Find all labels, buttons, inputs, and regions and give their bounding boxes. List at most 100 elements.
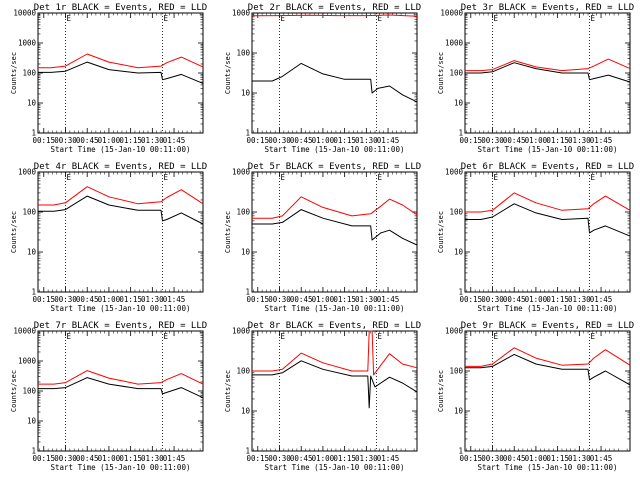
x-tick-label: 00:30 <box>268 136 291 145</box>
x-tick-label: 01:30 <box>355 295 378 304</box>
y-tick-label: 100 <box>22 69 36 78</box>
x-tick-label: 00:45 <box>290 295 313 304</box>
x-tick-label: 01:45 <box>163 136 186 145</box>
lld-line <box>251 14 418 17</box>
y-tick-label: 1000 <box>18 357 37 366</box>
events-line <box>38 377 204 399</box>
plot-frame <box>251 330 418 452</box>
x-axis-label: Start Time (15-Jan-10 00:11:00) <box>265 304 405 313</box>
x-axis-label: Start Time (15-Jan-10 00:11:00) <box>265 463 405 472</box>
event-marker: E <box>163 173 168 182</box>
event-marker: E <box>281 173 286 182</box>
y-tick-label: 1000 <box>232 168 251 177</box>
y-axis-label: Counts/sec <box>437 52 445 94</box>
y-tick-label: 10 <box>241 89 251 98</box>
x-tick-label: 01:45 <box>590 454 613 463</box>
events-line <box>252 62 418 103</box>
x-tick-label: 00:15 <box>33 136 56 145</box>
x-axis-label: Start Time (15-Jan-10 00:11:00) <box>51 304 191 313</box>
event-marker: E <box>590 173 595 182</box>
y-tick-label: 100 <box>449 69 463 78</box>
y-axis-label: Counts/sec <box>10 52 18 94</box>
lld-line <box>252 330 418 376</box>
panel-title: Det 6r BLACK = Events, RED = LLD <box>461 162 634 172</box>
y-tick-label: 1000 <box>18 168 37 177</box>
event-marker: E <box>377 332 382 341</box>
events-line <box>38 195 204 225</box>
panel-title: Det 1r BLACK = Events, RED = LLD <box>34 3 207 13</box>
lld-line <box>38 370 204 385</box>
x-tick-label: 01:45 <box>377 136 400 145</box>
x-tick-label: 01:15 <box>119 454 142 463</box>
x-tick-label: 01:15 <box>333 454 356 463</box>
x-tick-label: 01:30 <box>141 295 164 304</box>
x-tick-label: 00:30 <box>481 136 504 145</box>
y-tick-label: 1000 <box>445 39 464 48</box>
event-marker: E <box>377 14 382 23</box>
y-tick-label: 10 <box>454 407 464 416</box>
y-tick-label: 1000 <box>18 39 37 48</box>
x-tick-label: 01:30 <box>355 454 378 463</box>
lld-line <box>465 347 631 367</box>
x-tick-label: 00:30 <box>481 295 504 304</box>
event-marker: E <box>590 332 595 341</box>
x-tick-label: 01:30 <box>568 136 591 145</box>
y-tick-label: 10 <box>241 248 251 257</box>
x-tick-label: 01:45 <box>377 454 400 463</box>
plot-frame <box>37 12 204 134</box>
x-tick-label: 00:45 <box>76 295 99 304</box>
y-tick-label: 1 <box>245 288 250 297</box>
panel-title: Det 8r BLACK = Events, RED = LLD <box>248 321 421 331</box>
x-tick-label: 01:00 <box>98 136 121 145</box>
plot-frame <box>251 12 418 134</box>
x-tick-label: 01:00 <box>312 136 335 145</box>
x-tick-label: 00:30 <box>54 136 77 145</box>
y-tick-label: 10 <box>27 99 37 108</box>
event-marker: E <box>67 14 72 23</box>
y-axis-label: Counts/sec <box>437 370 445 412</box>
y-tick-label: 100 <box>236 367 250 376</box>
lld-line <box>465 58 631 72</box>
y-tick-label: 1 <box>245 447 250 456</box>
event-marker: E <box>163 332 168 341</box>
panel-title: Det 7r BLACK = Events, RED = LLD <box>34 321 207 331</box>
x-tick-label: 00:30 <box>54 295 77 304</box>
y-tick-label: 1000 <box>232 327 251 336</box>
x-tick-label: 01:00 <box>525 454 548 463</box>
lld-line <box>38 53 204 69</box>
x-tick-label: 00:30 <box>268 454 291 463</box>
x-tick-label: 01:00 <box>98 295 121 304</box>
x-tick-label: 01:45 <box>590 295 613 304</box>
panel-title: Det 2r BLACK = Events, RED = LLD <box>248 3 421 13</box>
x-tick-label: 01:45 <box>163 295 186 304</box>
x-axis-label: Start Time (15-Jan-10 00:11:00) <box>265 145 405 154</box>
x-tick-label: 00:45 <box>76 136 99 145</box>
x-tick-label: 00:45 <box>503 136 526 145</box>
x-tick-label: 00:45 <box>290 136 313 145</box>
panel-title: Det 9r BLACK = Events, RED = LLD <box>461 321 634 331</box>
x-axis-label: Start Time (15-Jan-10 00:11:00) <box>478 304 618 313</box>
event-marker: E <box>590 14 595 23</box>
y-tick-label: 1 <box>458 288 463 297</box>
lld-line <box>465 192 631 213</box>
y-tick-label: 1 <box>458 447 463 456</box>
y-axis-label: Counts/sec <box>10 211 18 253</box>
y-tick-label: 1000 <box>445 327 464 336</box>
x-tick-label: 00:30 <box>481 454 504 463</box>
x-tick-label: 01:45 <box>163 454 186 463</box>
x-tick-label: 01:15 <box>546 454 569 463</box>
event-marker: E <box>163 14 168 23</box>
y-tick-label: 10 <box>27 248 37 257</box>
y-tick-label: 10 <box>27 417 37 426</box>
y-tick-label: 1 <box>31 129 36 138</box>
x-tick-label: 00:15 <box>460 295 483 304</box>
x-tick-label: 01:30 <box>568 295 591 304</box>
x-tick-label: 01:15 <box>546 136 569 145</box>
plot-frame <box>464 12 631 134</box>
